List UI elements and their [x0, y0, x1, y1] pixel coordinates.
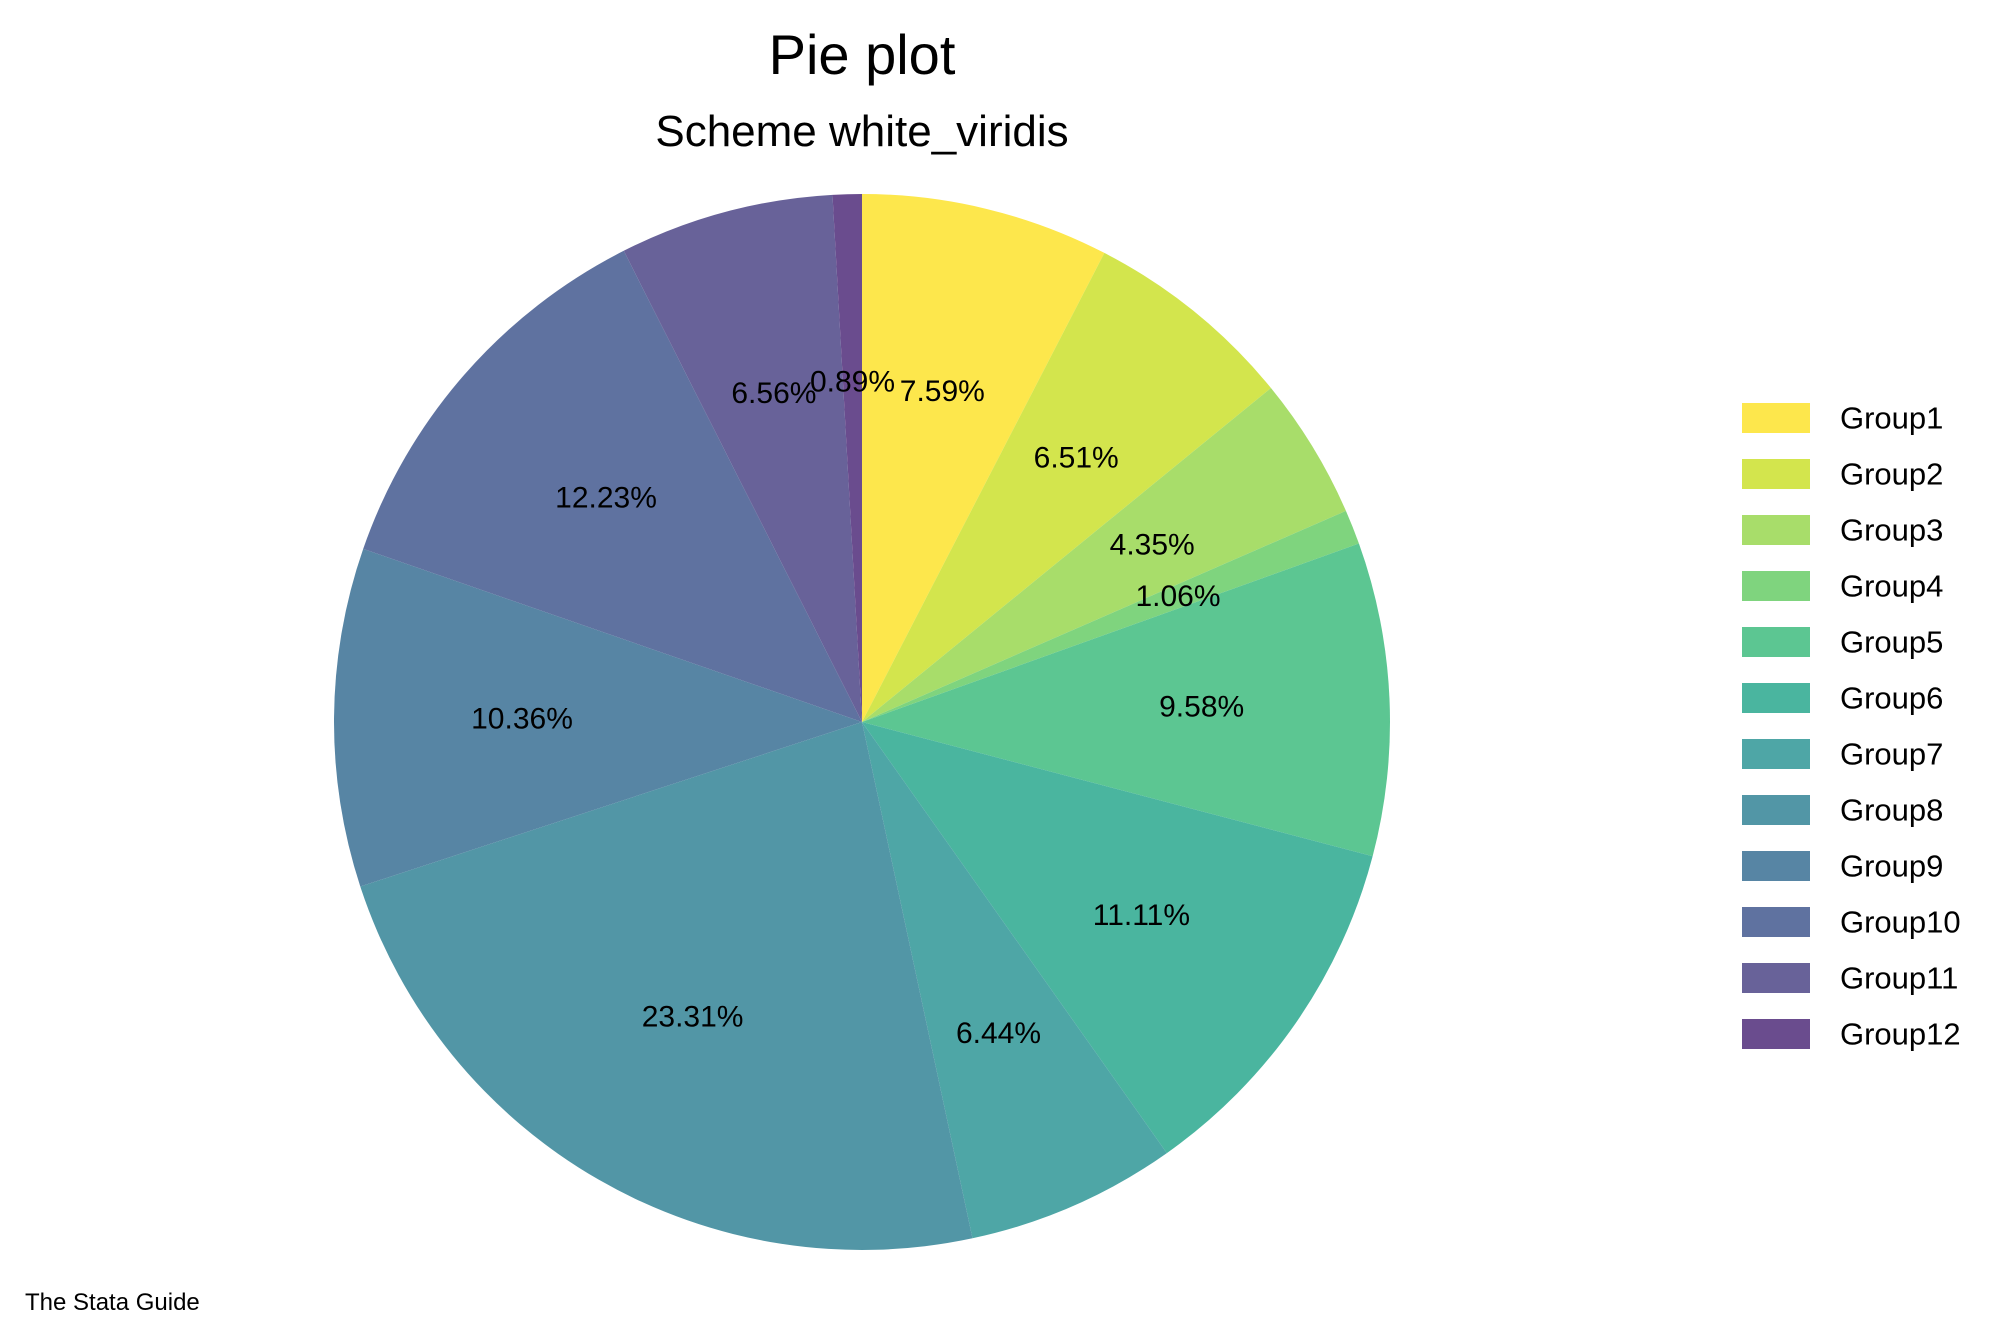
pie-slice-group6 [862, 722, 1373, 1154]
pie-slice-labels: 7.59% 6.51% 4.35% 1.06% 9.58% 11.11% 6.44% 23.3… [471, 366, 1244, 1050]
slice-label-group2: 6.51% [1034, 441, 1119, 474]
slice-label-group10: 12.23% [555, 482, 657, 515]
legend-label-group2: Group2 [1840, 457, 1943, 492]
pie-slices [334, 194, 1391, 1251]
pie-slice-group10 [363, 250, 862, 723]
chart-subtitle: Scheme white_viridis [655, 107, 1068, 156]
pie-slice-group3 [862, 388, 1346, 722]
legend-label-group3: Group3 [1840, 513, 1943, 548]
slice-label-group11: 6.56% [731, 377, 816, 410]
legend-swatch-group12 [1742, 1019, 1810, 1049]
legend-label-group5: Group5 [1840, 625, 1943, 660]
slice-label-group4: 1.06% [1135, 580, 1220, 613]
legend-swatch-group7 [1742, 739, 1810, 769]
legend-swatch-group3 [1742, 515, 1810, 545]
chart-note: The Stata Guide [25, 1289, 200, 1316]
slice-label-group12: 0.89% [810, 366, 895, 399]
pie-slice-group4 [862, 510, 1359, 722]
slice-label-group5: 9.58% [1159, 691, 1244, 724]
pie-slice-group8 [360, 722, 973, 1251]
legend-swatch-group6 [1742, 683, 1810, 713]
slice-label-group1: 7.59% [900, 375, 985, 408]
legend-swatch-group2 [1742, 459, 1810, 489]
legend-label-group12: Group12 [1840, 1017, 1961, 1052]
legend-swatch-group1 [1742, 403, 1810, 433]
legend-label-group4: Group4 [1840, 569, 1943, 604]
slice-label-group3: 4.35% [1110, 528, 1195, 561]
slice-label-group6: 11.11% [1093, 899, 1190, 932]
legend: Group1 Group2 Group3 Group4 Group5 Group6 Grou… [1742, 401, 1961, 1052]
chart-title: Pie plot [769, 23, 956, 86]
pie-slice-group9 [334, 548, 863, 887]
legend-label-group6: Group6 [1840, 681, 1943, 716]
pie-slice-group12 [832, 194, 862, 722]
legend-swatch-group4 [1742, 571, 1810, 601]
legend-label-group7: Group7 [1840, 737, 1943, 772]
slice-label-group8: 23.31% [642, 1000, 744, 1033]
pie-slice-group1 [862, 194, 1105, 722]
slice-label-group9: 10.36% [471, 703, 573, 736]
pie-slice-group5 [862, 543, 1391, 857]
slice-label-group7: 6.44% [956, 1017, 1041, 1050]
legend-label-group9: Group9 [1840, 849, 1943, 884]
legend-swatch-group11 [1742, 963, 1810, 993]
legend-swatch-group9 [1742, 851, 1810, 881]
pie-slice-group2 [862, 252, 1271, 722]
legend-label-group10: Group10 [1840, 905, 1961, 940]
legend-label-group11: Group11 [1840, 961, 1958, 996]
legend-swatch-group10 [1742, 907, 1810, 937]
legend-swatch-group5 [1742, 627, 1810, 657]
pie-slice-group11 [623, 194, 862, 722]
legend-label-group1: Group1 [1840, 401, 1943, 436]
pie-slice-group7 [862, 722, 1167, 1239]
legend-label-group8: Group8 [1840, 793, 1943, 828]
legend-swatch-group8 [1742, 795, 1810, 825]
